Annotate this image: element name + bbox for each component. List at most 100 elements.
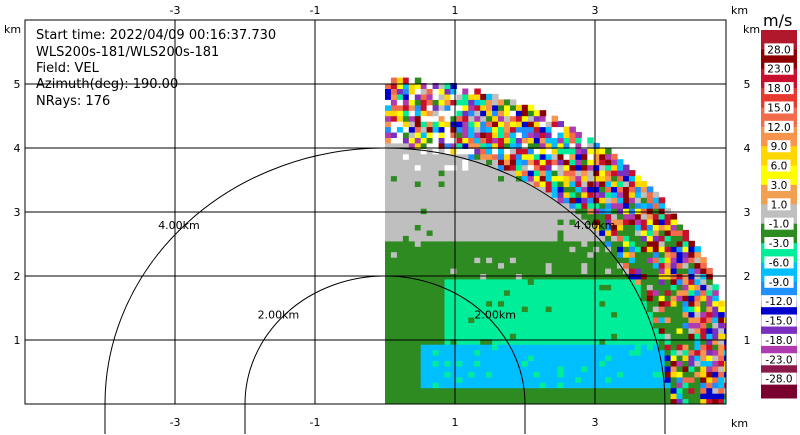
velocity-cell [527, 317, 535, 323]
velocity-cell [533, 349, 541, 356]
velocity-cell [539, 126, 547, 133]
velocity-cell [599, 164, 606, 171]
velocity-cell [420, 148, 428, 155]
velocity-cell [498, 148, 505, 155]
velocity-cell [414, 327, 422, 334]
velocity-cell [462, 153, 469, 160]
velocity-cell [688, 371, 695, 378]
velocity-cell [438, 300, 446, 307]
velocity-cell [480, 181, 487, 187]
velocity-cell [444, 213, 451, 220]
velocity-cell [408, 393, 416, 400]
velocity-cell [593, 284, 600, 291]
velocity-cell [492, 317, 499, 323]
velocity-cell [438, 333, 446, 340]
velocity-cell [533, 164, 541, 171]
velocity-cell [527, 246, 535, 253]
velocity-cell [408, 164, 416, 171]
velocity-cell [640, 360, 648, 367]
velocity-cell [432, 159, 440, 166]
velocity-cell [587, 311, 594, 318]
velocity-cell [444, 164, 451, 171]
velocity-cell [545, 224, 553, 231]
velocity-cell [402, 164, 410, 171]
velocity-cell [527, 137, 535, 144]
velocity-cell [551, 327, 559, 334]
velocity-cell [664, 295, 672, 302]
velocity-cell [396, 121, 404, 128]
velocity-cell [432, 306, 440, 313]
velocity-cell [611, 268, 618, 274]
velocity-cell [575, 159, 582, 166]
velocity-cell [426, 240, 434, 247]
velocity-cell [557, 153, 564, 160]
velocity-cell [682, 317, 689, 323]
velocity-cell [587, 382, 594, 389]
velocity-cell [480, 349, 487, 356]
velocity-cell [414, 126, 422, 133]
velocity-cell [730, 371, 737, 377]
velocity-cell [390, 257, 398, 264]
velocity-cell [515, 202, 523, 209]
velocity-cell [456, 262, 463, 269]
velocity-cell [634, 257, 642, 264]
velocity-cell [593, 170, 600, 177]
velocity-cell [563, 306, 570, 313]
velocity-cell [581, 202, 588, 209]
velocity-cell [533, 300, 541, 307]
velocity-cell [640, 262, 648, 269]
velocity-cell [385, 159, 392, 166]
velocity-cell [462, 371, 469, 378]
velocity-cell [623, 295, 630, 302]
velocity-cell [539, 311, 547, 318]
velocity-cell [444, 311, 451, 318]
velocity-cell [498, 365, 505, 372]
velocity-cell [390, 284, 398, 291]
velocity-cell [611, 175, 618, 182]
velocity-cell [450, 387, 457, 394]
velocity-cell [385, 219, 392, 225]
velocity-cell [385, 137, 392, 144]
velocity-cell [438, 240, 446, 247]
velocity-cell [623, 181, 630, 187]
velocity-cell [414, 181, 422, 187]
velocity-cell [450, 219, 457, 225]
velocity-cell [498, 289, 505, 296]
velocity-cell [569, 257, 576, 264]
velocity-cell [694, 349, 701, 356]
velocity-cell [587, 289, 594, 296]
velocity-cell [652, 338, 660, 345]
velocity-cell [664, 371, 672, 378]
velocity-cell [498, 327, 505, 334]
velocity-cell [539, 153, 547, 160]
velocity-cell [652, 333, 660, 340]
velocity-cell [599, 355, 606, 361]
velocity-cell [408, 181, 416, 187]
velocity-cell [605, 355, 612, 361]
velocity-cell [539, 191, 547, 198]
velocity-cell [634, 338, 642, 345]
velocity-cell [623, 360, 630, 367]
velocity-cell [456, 360, 463, 367]
velocity-cell [688, 398, 695, 404]
velocity-cell [694, 262, 701, 269]
velocity-cell [521, 365, 529, 372]
velocity-cell [462, 213, 469, 220]
velocity-cell [694, 376, 701, 383]
velocity-cell [515, 284, 523, 291]
velocity-cell [646, 317, 654, 323]
velocity-cell [432, 208, 440, 215]
velocity-cell [426, 208, 434, 215]
velocity-cell [402, 121, 410, 128]
velocity-cell [527, 175, 535, 182]
velocity-cell [527, 284, 535, 291]
velocity-cell [521, 317, 529, 323]
velocity-cell [611, 311, 618, 318]
velocity-cell [462, 300, 469, 307]
velocity-cell [623, 300, 630, 307]
velocity-cell [426, 322, 434, 329]
velocity-cell [420, 284, 428, 291]
velocity-cell [385, 175, 392, 182]
velocity-cell [396, 355, 404, 361]
velocity-cell [396, 181, 404, 187]
